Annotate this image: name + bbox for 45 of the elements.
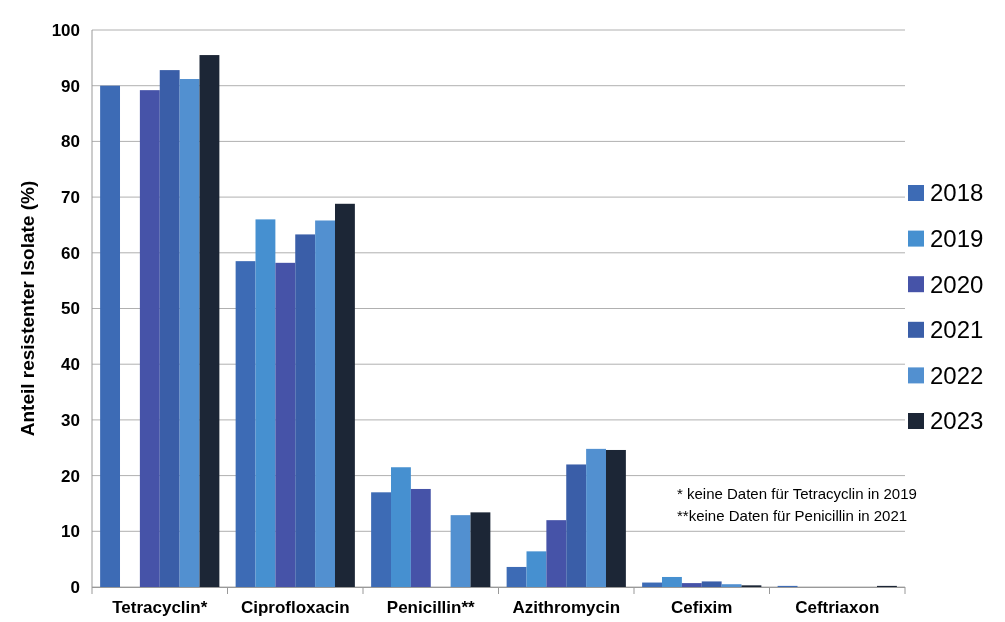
legend-label: 2018 — [930, 179, 984, 207]
legend-label: 2022 — [930, 361, 984, 389]
y-tick-label: 80 — [61, 132, 80, 152]
bar — [335, 203, 355, 587]
bar — [642, 582, 662, 587]
y-axis-title: Anteil resistenter Isolate (%) — [17, 180, 38, 437]
y-tick-label: 10 — [61, 522, 80, 542]
x-tick-label: Azithromycin — [512, 598, 621, 617]
x-tick-label: Penicillin** — [386, 598, 476, 617]
x-tick-label: Ciprofloxacin — [240, 598, 350, 617]
bar — [721, 584, 742, 587]
bar — [255, 219, 276, 587]
bar — [526, 551, 547, 587]
bar — [410, 488, 431, 587]
bar — [506, 566, 527, 587]
bar — [662, 576, 682, 587]
legend-label: 2019 — [930, 225, 984, 252]
annotation: **keine Daten für Penicillin in 2021 — [677, 507, 908, 524]
bar — [371, 492, 391, 587]
legend-label: 2023 — [930, 407, 984, 435]
bar — [470, 512, 491, 587]
x-tick-label: Cefixim — [671, 598, 733, 617]
y-tick-label: 30 — [61, 410, 80, 430]
bar — [606, 449, 626, 587]
bar — [235, 261, 256, 587]
y-tick-label: 20 — [61, 466, 80, 486]
y-tick-label: 70 — [61, 188, 80, 208]
y-tick-label: 60 — [61, 243, 80, 263]
annotation: * keine Daten für Tetracyclin in 2019 — [677, 485, 917, 502]
legend-label: 2021 — [930, 316, 984, 344]
x-tick-label: Tetracyclin* — [112, 598, 208, 617]
bar — [199, 55, 220, 587]
y-tick-label: 40 — [61, 355, 80, 375]
bar — [586, 448, 606, 587]
y-tick-label: 50 — [61, 299, 80, 319]
y-tick-label: 0 — [70, 577, 80, 597]
x-tick-label: Ceftriaxon — [795, 598, 880, 617]
bar — [100, 85, 120, 587]
y-tick-label: 90 — [61, 76, 80, 96]
y-tick-label: 100 — [51, 20, 80, 40]
bar — [391, 467, 411, 587]
bar — [179, 79, 200, 587]
legend-label: 2020 — [930, 270, 984, 298]
bar — [450, 515, 471, 587]
bar — [315, 220, 335, 587]
